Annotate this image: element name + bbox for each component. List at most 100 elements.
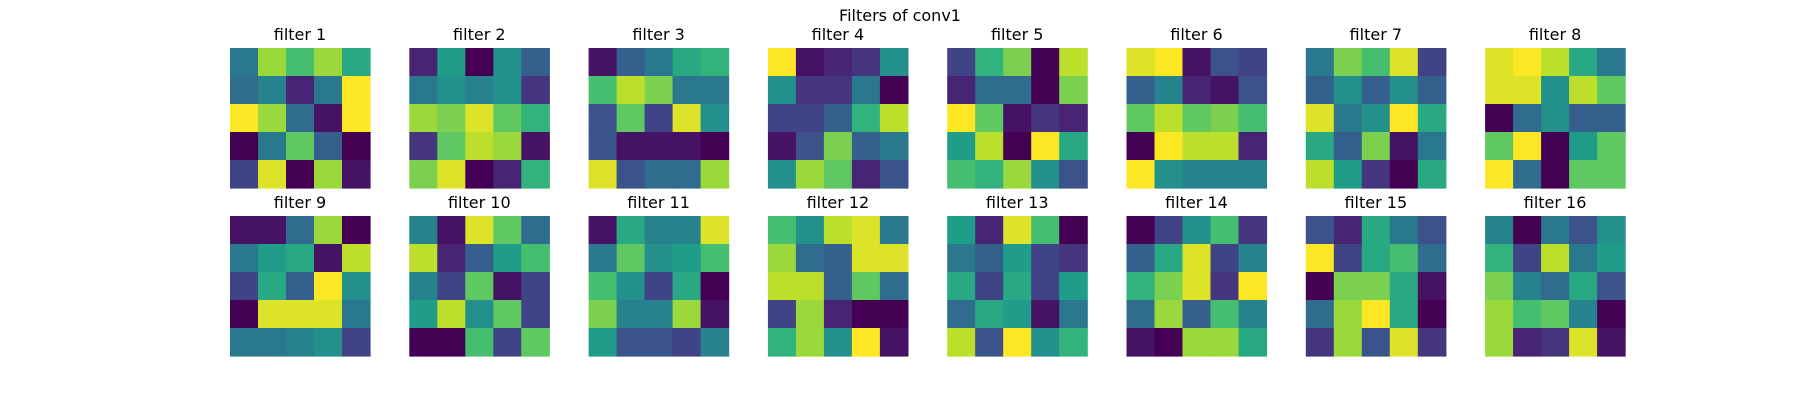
heatmap-cell xyxy=(947,300,976,329)
heatmap-cell xyxy=(465,244,494,273)
heatmap-cell xyxy=(1333,76,1363,105)
heatmap-cell xyxy=(1182,300,1212,329)
heatmap-cell xyxy=(1541,328,1570,357)
heatmap-cell xyxy=(1485,244,1514,273)
heatmap-cell xyxy=(1182,132,1212,161)
heatmap-cell xyxy=(521,272,550,301)
heatmap-cell xyxy=(672,216,702,245)
heatmap-cell xyxy=(616,132,646,161)
heatmap-cell xyxy=(258,160,287,189)
heatmap-cell xyxy=(465,160,494,189)
heatmap-cell xyxy=(879,300,909,329)
heatmap-cell xyxy=(588,160,618,189)
heatmap-cell xyxy=(465,104,494,133)
heatmap-cell xyxy=(1154,104,1184,133)
heatmap-cell xyxy=(644,76,674,105)
filter-panel: filter 3 xyxy=(588,25,730,189)
heatmap-cell xyxy=(947,48,976,77)
heatmap-cell xyxy=(1003,328,1032,357)
heatmap-cell xyxy=(823,272,853,301)
heatmap-cell xyxy=(1154,132,1184,161)
heatmap-cell xyxy=(616,216,646,245)
heatmap-cell xyxy=(342,76,371,105)
heatmap-cell xyxy=(1417,48,1447,77)
heatmap-cell xyxy=(1182,216,1212,245)
heatmap-cell xyxy=(286,300,315,329)
heatmap-cell xyxy=(493,244,522,273)
heatmap-cell xyxy=(975,300,1004,329)
filter-title: filter 2 xyxy=(453,25,505,44)
heatmap-cell xyxy=(1597,244,1626,273)
heatmap-cell xyxy=(493,48,522,77)
heatmap-cell xyxy=(1569,48,1598,77)
heatmap-cell xyxy=(616,48,646,77)
heatmap-cell xyxy=(588,216,618,245)
heatmap-cell xyxy=(700,328,730,357)
heatmap-cell xyxy=(851,300,881,329)
heatmap-cell xyxy=(851,132,881,161)
filter-title: filter 3 xyxy=(632,25,684,44)
heatmap-cell xyxy=(258,328,287,357)
heatmap-cell xyxy=(258,216,287,245)
heatmap-cell xyxy=(1059,244,1088,273)
heatmap-cell xyxy=(1126,48,1156,77)
heatmap-cell xyxy=(1210,244,1240,273)
heatmap-cell xyxy=(947,272,976,301)
heatmap-cell xyxy=(823,76,853,105)
heatmap-cell xyxy=(1417,132,1447,161)
heatmap-cell xyxy=(644,216,674,245)
heatmap-cell xyxy=(465,216,494,245)
heatmap-cell xyxy=(1031,216,1060,245)
heatmap-cell xyxy=(342,244,371,273)
filter-panel: filter 2 xyxy=(409,25,550,189)
heatmap-cell xyxy=(1154,216,1184,245)
filter-panel: filter 5 xyxy=(947,25,1088,189)
heatmap-cell xyxy=(879,244,909,273)
heatmap-cell xyxy=(700,216,730,245)
heatmap-cell xyxy=(1389,132,1419,161)
heatmap-cell xyxy=(230,216,259,245)
heatmap-cell xyxy=(1389,244,1419,273)
heatmap-cell xyxy=(1485,132,1514,161)
heatmap-cell xyxy=(493,132,522,161)
heatmap-cell xyxy=(230,300,259,329)
heatmap-cell xyxy=(1210,272,1240,301)
heatmap-cell xyxy=(1210,76,1240,105)
heatmap-cell xyxy=(1569,300,1598,329)
heatmap-cell xyxy=(1569,272,1598,301)
heatmap-cell xyxy=(947,132,976,161)
heatmap-cell xyxy=(851,272,881,301)
heatmap-cell xyxy=(851,216,881,245)
heatmap-cell xyxy=(879,76,909,105)
heatmap-cell xyxy=(342,104,371,133)
heatmap-cell xyxy=(1154,300,1184,329)
heatmap-cell xyxy=(521,300,550,329)
heatmap-cell xyxy=(409,272,438,301)
filter-panel: filter 14 xyxy=(1126,193,1268,357)
heatmap-cell xyxy=(588,300,618,329)
heatmap-cell xyxy=(342,300,371,329)
heatmap-cell xyxy=(767,76,797,105)
heatmap-cell xyxy=(1389,76,1419,105)
heatmap-cell xyxy=(1031,48,1060,77)
heatmap-cell xyxy=(286,244,315,273)
heatmap-cell xyxy=(795,132,825,161)
filter-panel: filter 9 xyxy=(230,193,371,357)
heatmap-cell xyxy=(1210,216,1240,245)
heatmap-cell xyxy=(1154,160,1184,189)
heatmap-cell xyxy=(1154,76,1184,105)
heatmap-cell xyxy=(1513,76,1542,105)
heatmap-cell xyxy=(588,244,618,273)
heatmap-cell xyxy=(672,272,702,301)
heatmap-cell xyxy=(795,48,825,77)
heatmap-cell xyxy=(1389,48,1419,77)
heatmap-cell xyxy=(258,244,287,273)
heatmap-cell xyxy=(851,160,881,189)
heatmap-cell xyxy=(975,160,1004,189)
heatmap-cell xyxy=(795,272,825,301)
heatmap-cell xyxy=(521,76,550,105)
heatmap-cell xyxy=(314,48,343,77)
heatmap-cell xyxy=(1126,216,1156,245)
heatmap-cell xyxy=(1031,272,1060,301)
heatmap-cell xyxy=(1513,48,1542,77)
